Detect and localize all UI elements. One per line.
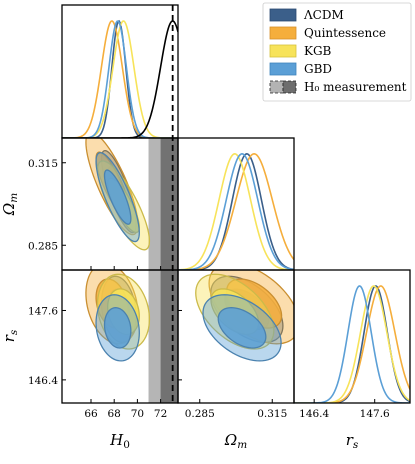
- contour-gbd-1sigma: [103, 307, 132, 349]
- legend-box: [262, 2, 412, 102]
- x-axis-label-omega-m: Ωm: [224, 431, 247, 451]
- x-tick-label-H0: 70: [131, 408, 144, 420]
- x-tick-label-rs: 147.6: [360, 408, 390, 420]
- axis-ticks: 66 68 70 72 0.285 0.315 146.4 147.6 0.285 0.315 14…: [28, 158, 390, 420]
- x-tick-label-H0: 68: [108, 408, 121, 420]
- marginal-curve-kgb: [178, 153, 294, 270]
- contours-H0-rs: [85, 270, 151, 362]
- h0-band-row-2: [148, 270, 178, 403]
- x-tick-label-rs: 146.4: [299, 408, 329, 420]
- y-axis-label-omega-m: Ωm: [0, 193, 20, 216]
- h0-band-1sigma: [160, 138, 178, 270]
- legend-swatch-h0-dark: [282, 80, 297, 94]
- legend-swatch-h0-light: [269, 80, 284, 94]
- marginal-H0: [62, 19, 178, 138]
- y-tick-label-Om: 0.285: [28, 240, 58, 252]
- legend-label-h0-measurement: H₀ measurement: [304, 80, 407, 94]
- marginal-curve-h0-measurement: [62, 20, 178, 138]
- marginal-curve-gbd: [62, 20, 178, 138]
- legend-label-gbd: GBD: [304, 62, 332, 76]
- h0-band-1sigma: [160, 270, 178, 403]
- marginal-curve-quintessence: [178, 153, 294, 270]
- marginal-Om: [178, 153, 294, 270]
- y-tick-label-rs: 147.6: [28, 305, 58, 317]
- marginal-curve-quintessence: [294, 285, 410, 403]
- legend-label-kgb: KGB: [304, 44, 332, 58]
- legend: ΛCDM Quintessence KGB GBD H₀ measurement: [262, 2, 412, 102]
- panel-frame-rs-rs: [293, 269, 411, 404]
- marginal-curve-gbd: [294, 285, 410, 403]
- x-axis-label-rs: rs: [346, 431, 359, 451]
- marginal-curve-gbd: [178, 153, 294, 270]
- legend-swatch-kgb: [269, 44, 297, 58]
- x-tick-label-Om: 0.315: [257, 408, 287, 420]
- legend-swatch-lcdm: [269, 8, 297, 22]
- x-tick-label-H0: 66: [84, 408, 98, 420]
- marginal-curve-lcdm: [178, 153, 294, 270]
- y-tick-label-Om: 0.315: [28, 158, 58, 170]
- marginal-curve-kgb: [62, 20, 178, 138]
- contours-Om-rs: [195, 270, 294, 362]
- x-axis-label-h0: H0: [109, 431, 130, 451]
- panel-content: [62, 5, 410, 403]
- legend-label-quintessence: Quintessence: [304, 26, 386, 40]
- legend-swatch-gbd: [269, 62, 297, 76]
- x-tick-label-Om: 0.285: [185, 408, 215, 420]
- marginal-curve-lcdm: [62, 19, 178, 138]
- x-tick-label-H0: 72: [154, 408, 167, 420]
- y-tick-label-rs: 146.4: [28, 375, 58, 387]
- marginal-curve-quintessence: [62, 20, 178, 138]
- contour-gbd-1sigma: [217, 307, 267, 349]
- marginal-curve-lcdm: [294, 285, 410, 403]
- panel-frame-Om-Om: [177, 137, 295, 271]
- panel-frames: [61, 4, 411, 404]
- legend-label-lcdm: ΛCDM: [303, 8, 344, 22]
- contours-H0-Om: [85, 138, 151, 251]
- legend-swatch-quintessence: [269, 26, 297, 40]
- marginal-rs: [294, 285, 410, 403]
- y-axis-label-rs: rs: [0, 329, 20, 342]
- contour-gbd-1sigma: [103, 169, 132, 225]
- marginal-curve-kgb: [294, 285, 410, 403]
